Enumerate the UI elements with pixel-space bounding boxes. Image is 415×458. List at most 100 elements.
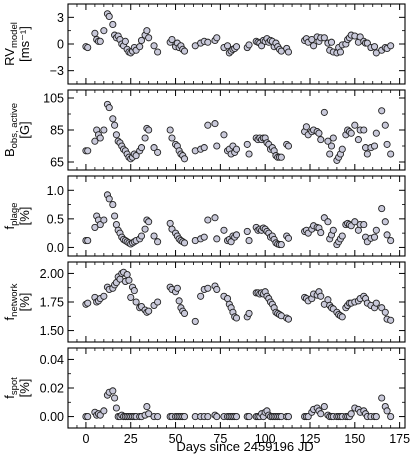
data-point bbox=[130, 287, 138, 295]
data-point bbox=[320, 403, 328, 411]
data-point bbox=[137, 232, 146, 240]
data-point bbox=[145, 126, 153, 134]
data-point bbox=[317, 229, 325, 237]
data-point bbox=[204, 284, 212, 292]
data-point bbox=[91, 29, 99, 37]
data-point bbox=[370, 142, 379, 150]
data-point bbox=[168, 134, 176, 142]
y-label-main: RV bbox=[2, 48, 17, 66]
y-axis-unit: [%] bbox=[17, 207, 32, 226]
data-point bbox=[223, 295, 232, 303]
data-point bbox=[137, 36, 146, 44]
data-point bbox=[284, 48, 293, 56]
data-point bbox=[354, 226, 362, 234]
data-point bbox=[324, 218, 332, 226]
data-point bbox=[347, 410, 355, 418]
data-point bbox=[372, 299, 380, 307]
panel-rv-model: −3 0 3 RVmodel[ms⁻¹] bbox=[2, 3, 406, 85]
panel-f-plage: 0.0 0.5 1.0 fplage[%] bbox=[2, 175, 406, 257]
data-point bbox=[245, 237, 253, 245]
data-point bbox=[245, 41, 253, 49]
y-tick-label: 105 bbox=[43, 92, 64, 106]
data-point bbox=[387, 316, 395, 324]
y-axis-label: fnetwork bbox=[2, 283, 20, 320]
data-point bbox=[111, 394, 119, 402]
data-point bbox=[127, 293, 135, 301]
data-point bbox=[378, 394, 386, 402]
data-point bbox=[213, 235, 221, 243]
data-point bbox=[277, 241, 285, 249]
data-point bbox=[324, 296, 332, 304]
data-point bbox=[381, 121, 389, 129]
data-point bbox=[91, 223, 99, 231]
y-tick-label: 0.5 bbox=[47, 212, 64, 226]
data-point bbox=[387, 413, 395, 421]
data-point bbox=[132, 298, 140, 306]
data-point bbox=[200, 144, 208, 152]
data-point bbox=[387, 237, 395, 245]
data-point bbox=[360, 221, 368, 229]
y-label-sub: model bbox=[9, 22, 20, 48]
data-point bbox=[338, 145, 346, 153]
data-point bbox=[302, 123, 310, 131]
x-tick-label: 25 bbox=[124, 432, 138, 446]
data-point bbox=[109, 20, 117, 28]
data-point bbox=[284, 413, 293, 421]
data-point bbox=[141, 134, 149, 142]
data-point bbox=[370, 43, 379, 51]
data-point bbox=[145, 34, 153, 42]
y-tick-label: −3 bbox=[50, 64, 64, 78]
y-axis-label: fspot bbox=[2, 377, 20, 399]
data-point bbox=[204, 216, 212, 224]
data-point bbox=[175, 297, 183, 305]
y-tick-label: 0.04 bbox=[40, 353, 64, 367]
x-tick-label: 125 bbox=[300, 432, 321, 446]
data-series bbox=[82, 191, 395, 249]
data-point bbox=[347, 129, 355, 137]
data-point bbox=[383, 140, 391, 148]
data-point bbox=[132, 152, 140, 160]
data-point bbox=[109, 387, 117, 395]
data-point bbox=[232, 314, 241, 322]
data-point bbox=[180, 413, 189, 421]
data-point bbox=[100, 292, 108, 300]
data-point bbox=[232, 413, 241, 421]
y-label-main: B bbox=[2, 148, 17, 157]
data-point bbox=[150, 232, 158, 240]
data-series bbox=[82, 268, 395, 325]
data-point bbox=[372, 226, 380, 234]
data-point bbox=[121, 37, 129, 45]
data-point bbox=[211, 214, 219, 222]
data-point bbox=[360, 126, 368, 134]
x-tick-label: 100 bbox=[255, 432, 276, 446]
data-point bbox=[320, 108, 328, 116]
data-point bbox=[317, 292, 325, 300]
data-point bbox=[211, 120, 219, 128]
x-tick-label: 0 bbox=[82, 432, 89, 446]
data-point bbox=[112, 404, 120, 412]
y-label-sub: network bbox=[9, 283, 20, 317]
y-tick-label: 3 bbox=[57, 11, 64, 25]
panel-b-obs-active: 65 85 105 Bobs, active[G] bbox=[2, 89, 406, 171]
x-tick-label: 75 bbox=[213, 432, 227, 446]
y-axis-unit: [%] bbox=[17, 293, 32, 312]
data-point bbox=[112, 221, 120, 229]
data-point bbox=[327, 142, 336, 150]
data-point bbox=[105, 104, 113, 112]
data-point bbox=[315, 129, 323, 137]
data-point bbox=[317, 410, 325, 418]
data-point bbox=[324, 137, 332, 145]
axes-frame bbox=[67, 175, 406, 257]
data-point bbox=[125, 276, 133, 284]
data-point bbox=[284, 315, 293, 323]
data-point bbox=[317, 136, 325, 144]
data-point bbox=[84, 237, 92, 245]
y-axis-unit: [G] bbox=[17, 121, 32, 138]
data-point bbox=[180, 239, 189, 247]
data-point bbox=[329, 226, 337, 234]
data-point bbox=[100, 407, 108, 415]
data-point bbox=[96, 134, 104, 142]
data-point bbox=[84, 44, 92, 52]
y-tick-label: 0.00 bbox=[40, 410, 64, 424]
data-series bbox=[82, 100, 395, 164]
